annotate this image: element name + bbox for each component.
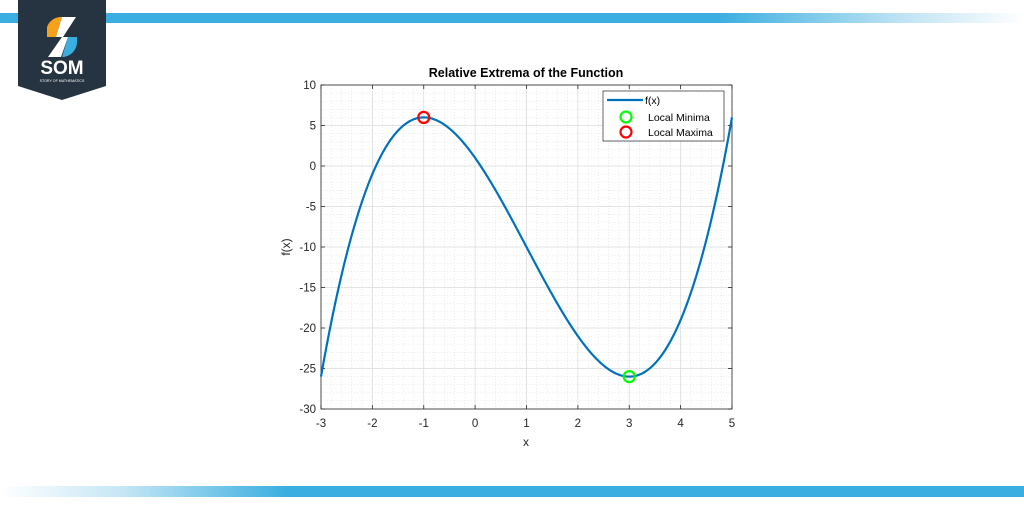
x-tick-label: 5 <box>729 418 735 430</box>
x-axis-label: x <box>523 435 529 449</box>
x-tick-label: 3 <box>626 418 632 430</box>
legend-label-maxima: Local Maxima <box>648 127 713 139</box>
logo-orange-shape <box>47 16 62 37</box>
chart-title: Relative Extrema of the Function <box>429 66 623 80</box>
fx-curve <box>319 116 734 378</box>
y-tick-label: -15 <box>299 283 316 295</box>
legend-minima-circle-icon <box>619 110 633 124</box>
legend: f(x) Local Minima Local Maxima <box>602 90 725 142</box>
som-logo: SOM STORY OF MATHEMATICS <box>18 0 106 100</box>
local-maximum-marker <box>417 110 431 125</box>
y-tick-label: -5 <box>306 202 316 214</box>
x-tick-label: -2 <box>367 418 377 430</box>
y-tick-label: 10 <box>303 80 316 92</box>
y-tick-label: 0 <box>310 161 316 173</box>
legend-label-minima: Local Minima <box>648 112 710 124</box>
y-tick-label: -20 <box>299 323 316 335</box>
x-tick-label: -3 <box>316 418 326 430</box>
x-tick-label: 0 <box>472 418 478 430</box>
legend-maxima-circle-icon <box>619 125 633 139</box>
x-tick-label: 1 <box>523 418 529 430</box>
legend-label-fx: f(x) <box>645 95 660 107</box>
x-tick-label: 2 <box>575 418 581 430</box>
bottom-decorative-bar <box>0 486 1024 497</box>
extrema-markers <box>417 110 636 384</box>
logo-text: SOM <box>40 58 83 79</box>
x-tick-label: -1 <box>419 418 429 430</box>
x-tick-labels: -3 -2 -1 0 1 2 3 4 5 <box>316 418 735 430</box>
y-tick-label: -30 <box>299 404 316 416</box>
x-tick-label: 4 <box>677 418 684 430</box>
y-axis-label: f(x) <box>279 238 293 255</box>
y-tick-label: -10 <box>299 242 316 254</box>
y-tick-label: -25 <box>299 364 316 376</box>
local-minimum-marker <box>622 370 636 384</box>
top-decorative-bar <box>0 13 1024 23</box>
y-tick-labels: 10 5 0 -5 -10 -15 -20 -25 -30 <box>299 80 316 416</box>
logo-subtext: STORY OF MATHEMATICS <box>40 79 85 83</box>
logo-blue-shape <box>62 37 77 57</box>
y-tick-label: 5 <box>310 121 316 133</box>
